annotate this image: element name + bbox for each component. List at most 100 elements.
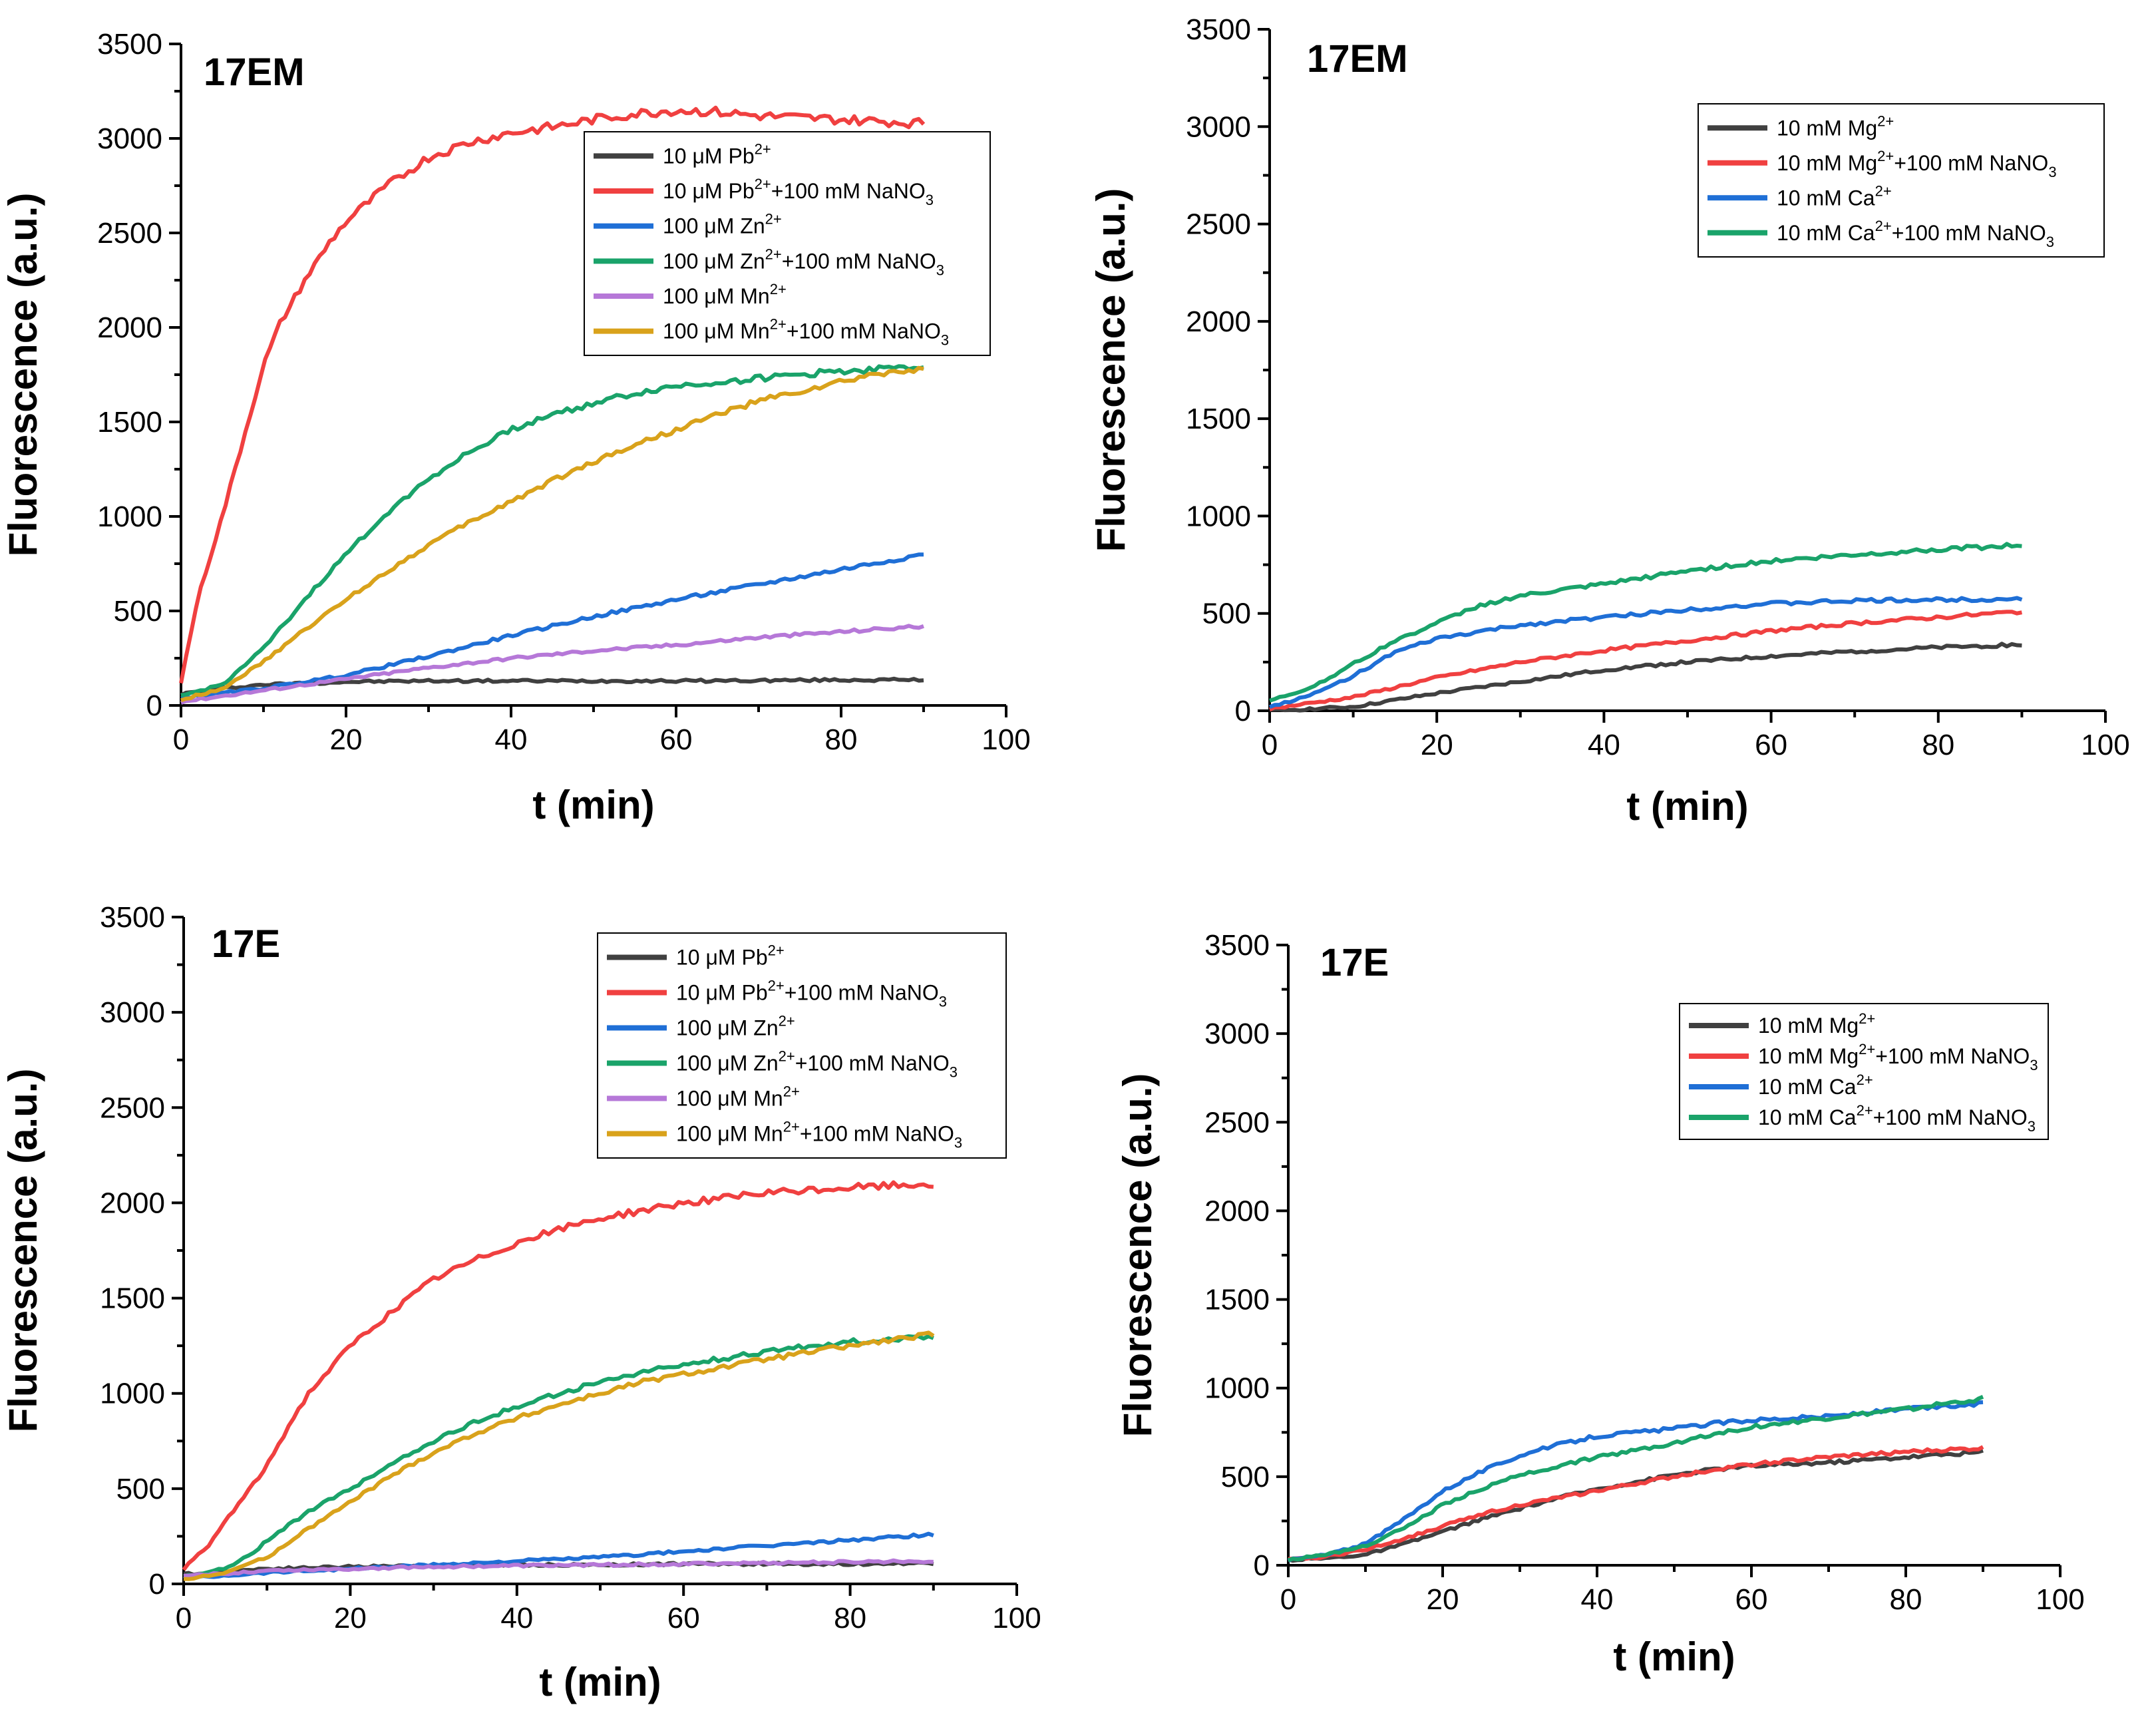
legend-entry-label: 100 μM Mn2++100 mM NaNO3 (676, 1119, 962, 1151)
legend-entry-label: 10 μM Pb2++100 mM NaNO3 (676, 978, 947, 1010)
y-tick-label: 1500 (100, 1282, 165, 1315)
x-axis-title: t (min) (1613, 1634, 1735, 1679)
y-axis-title: Fluorescence (a.u.) (1, 1069, 45, 1433)
x-tick-label: 100 (2036, 1583, 2084, 1616)
legend-entry-label: 100 μM Zn2++100 mM NaNO3 (663, 246, 944, 278)
x-tick-label: 0 (1262, 729, 1278, 761)
legend-entry-label: 10 μM Pb2+ (663, 140, 771, 168)
x-tick-label: 0 (176, 1602, 192, 1634)
x-tick-label: 20 (1427, 1583, 1459, 1616)
x-tick-label: 100 (992, 1602, 1041, 1634)
panel-label: 17E (1320, 941, 1389, 984)
y-tick-label: 2000 (97, 311, 162, 344)
series-line (1288, 1445, 1984, 1561)
x-tick-label: 0 (1280, 1583, 1296, 1616)
y-tick-label: 3500 (1204, 929, 1270, 962)
y-tick-label: 500 (1221, 1461, 1270, 1493)
y-tick-label: 0 (1254, 1549, 1270, 1582)
legend-box (597, 932, 1007, 1159)
series-line (183, 1330, 935, 1581)
legend-entry-label: 10 μM Pb2+ (676, 942, 785, 970)
series-line (180, 365, 924, 703)
legend-entry-label: 10 mM Mg2+ (1758, 1010, 1875, 1038)
series-line (1268, 596, 2023, 709)
legend-entry-label: 100 μM Zn2+ (663, 211, 782, 238)
chart-panel-4: 0 20 40 60 80 1000500100015002000250030003500… (1115, 929, 2085, 1679)
legend-entry-label: 10 mM Ca2+ (1777, 182, 1892, 210)
x-tick-label: 80 (834, 1602, 866, 1634)
legend-entry-label: 10 mM Ca2++100 mM NaNO3 (1777, 218, 2054, 250)
x-tick-label: 40 (1588, 729, 1620, 761)
y-axis-title: Fluorescence (a.u.) (1089, 188, 1133, 552)
series-line (180, 552, 924, 700)
legend-entry-label: 10 mM Ca2++100 mM NaNO3 (1758, 1102, 2036, 1135)
x-tick-label: 80 (1890, 1583, 1922, 1616)
y-tick-label: 0 (146, 689, 162, 722)
x-tick-label: 40 (500, 1602, 533, 1634)
series-line (1269, 542, 2022, 703)
y-tick-label: 2000 (1186, 305, 1251, 338)
x-tick-label: 60 (660, 723, 693, 756)
y-tick-label: 3500 (100, 901, 165, 934)
y-tick-label: 3000 (1186, 110, 1251, 143)
x-axis-title: t (min) (1626, 784, 1748, 829)
chart-panel-2: 0 20 40 60 80 1000500100015002000250030003500… (1089, 13, 2130, 829)
legend-entry-label: 100 μM Zn2++100 mM NaNO3 (676, 1048, 958, 1081)
legend-entry-label: 10 mM Ca2+ (1758, 1071, 1873, 1099)
y-tick-label: 3000 (100, 996, 165, 1029)
y-axis-title: Fluorescence (a.u.) (1, 193, 45, 557)
x-tick-label: 20 (334, 1602, 367, 1634)
x-axis-title: t (min) (539, 1660, 661, 1704)
y-tick-label: 2000 (100, 1187, 165, 1219)
y-tick-label: 2000 (1204, 1195, 1270, 1227)
series-line (180, 364, 924, 697)
y-tick-label: 3000 (97, 122, 162, 155)
y-tick-label: 1500 (97, 406, 162, 439)
x-tick-label: 60 (1755, 729, 1787, 761)
legend-box (584, 131, 991, 356)
x-tick-label: 40 (1581, 1583, 1614, 1616)
y-tick-label: 1500 (1186, 403, 1251, 435)
y-tick-label: 0 (1235, 695, 1251, 727)
legend: 10 μM Pb2+ 10 μM Pb2++100 mM NaNO3 100 μM … (597, 932, 1007, 1159)
legend-entry-label: 100 μM Mn2+ (663, 281, 787, 308)
x-tick-label: 60 (667, 1602, 700, 1634)
legend-entry-label: 100 μM Mn2++100 mM NaNO3 (663, 316, 949, 349)
x-axis-title: t (min) (532, 783, 654, 827)
y-tick-label: 500 (114, 595, 162, 628)
legend-entry-label: 10 mM Mg2++100 mM NaNO3 (1758, 1041, 2038, 1073)
y-tick-label: 3500 (1186, 13, 1251, 46)
y-tick-label: 2500 (100, 1091, 165, 1124)
legend-entry-label: 10 mM Mg2+ (1777, 112, 1894, 140)
x-tick-label: 80 (825, 723, 858, 756)
series-line (1288, 1448, 1984, 1563)
y-tick-label: 2500 (97, 217, 162, 250)
y-tick-label: 500 (1202, 598, 1251, 630)
y-tick-label: 0 (149, 1568, 165, 1601)
legend-entry-label: 10 mM Mg2++100 mM NaNO3 (1777, 148, 2057, 180)
panel-label: 17EM (1307, 37, 1408, 81)
y-tick-label: 1000 (97, 500, 162, 533)
y-tick-label: 1000 (1204, 1372, 1270, 1405)
y-tick-label: 3000 (1204, 1018, 1270, 1050)
series-line (182, 1180, 934, 1571)
y-tick-label: 1000 (1186, 500, 1251, 532)
legend-entry-label: 100 μM Mn2+ (676, 1083, 800, 1111)
series-line (179, 105, 926, 684)
series-line (183, 1334, 934, 1579)
panel-label: 17E (212, 922, 280, 966)
chart-panel-3: 0 20 40 60 80 1000500100015002000250030003500… (1, 901, 1041, 1704)
legend: 10 μM Pb2+ 10 μM Pb2++100 mM NaNO3 100 μM … (584, 131, 991, 356)
legend-entry-label: 10 μM Pb2++100 mM NaNO3 (663, 176, 934, 208)
y-tick-label: 2500 (1186, 208, 1251, 241)
y-tick-label: 3500 (97, 28, 162, 61)
panel-label: 17EM (204, 51, 305, 94)
y-tick-label: 1000 (100, 1378, 165, 1410)
x-tick-label: 60 (1735, 1583, 1768, 1616)
y-tick-label: 500 (116, 1473, 165, 1505)
x-tick-label: 20 (1421, 729, 1453, 761)
